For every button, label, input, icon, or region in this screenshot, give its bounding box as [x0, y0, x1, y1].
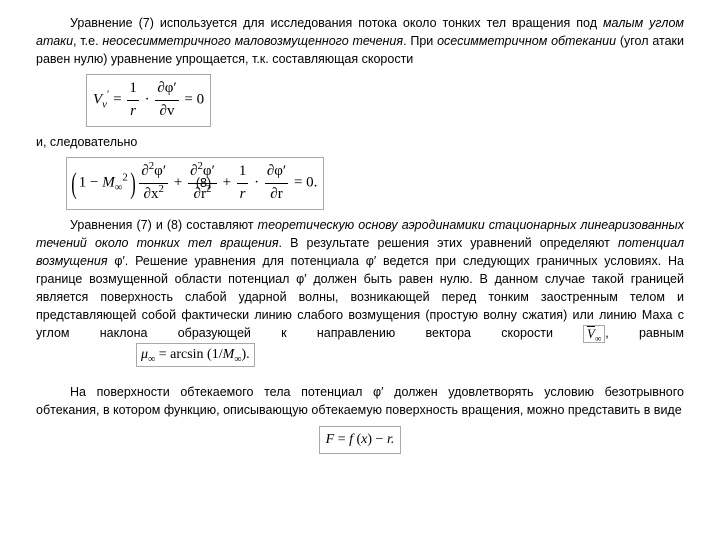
eq2-open: (	[71, 162, 77, 206]
eq3-box: μ∞ = arcsin (1/M∞).	[136, 343, 255, 367]
eq2-close: )	[130, 162, 136, 206]
p2-text: и, следовательно	[36, 135, 137, 149]
eq1-V: V	[93, 92, 102, 108]
paragraph-3: Уравнения (7) и (8) составляют теоретиче…	[36, 216, 684, 368]
p3-tail: , равным	[605, 326, 684, 340]
p1-it3: осесимметричном обтекании	[437, 34, 616, 48]
eq4-close: )	[367, 432, 372, 447]
paragraph-2: и, следовательно	[36, 133, 684, 151]
equation-4: F = f (x) − r.	[36, 426, 684, 454]
eq2-frac1: ∂2φ′ ∂x2	[139, 161, 168, 206]
eq3-M: M	[223, 347, 235, 362]
eq2-label: (8)	[196, 174, 211, 192]
equation-2: ( 1 − M∞2 ) ∂2φ′ ∂x2 + ∂2φ′ ∂r2 + 1 r · …	[66, 157, 684, 210]
eq1-box: Vv′ = 1 r · ∂φ′ ∂v = 0	[86, 74, 211, 127]
eq1-frac1: 1 r	[127, 78, 139, 123]
eq4-r: r.	[387, 432, 394, 447]
eq4-F: F	[326, 432, 335, 447]
eq1-zero: = 0	[184, 92, 204, 108]
eq2-plus2: +	[223, 174, 231, 190]
eq2-frac1-num: ∂2φ′	[139, 161, 168, 183]
equation-1: Vv′ = 1 r · ∂φ′ ∂v = 0	[86, 74, 684, 127]
p3-mid1: . В результате решения этих уравнений оп…	[279, 236, 618, 250]
eq4-eq: =	[338, 432, 346, 447]
eq2-dot: ·	[254, 174, 259, 190]
eq2-M: M	[102, 174, 115, 190]
eq2-Msq: 2	[122, 172, 127, 184]
eq1-num2: ∂φ′	[155, 78, 178, 100]
eq2-plus1: +	[174, 174, 182, 190]
eq3-mu: μ	[141, 347, 148, 362]
paragraph-1: Уравнение (7) используется для исследова…	[36, 14, 684, 68]
p3-Vbox: V∞	[583, 325, 605, 343]
eq2-frac1-den: ∂x2	[139, 183, 168, 206]
p4-lead: На поверхности обтекаемого тела потенциа…	[36, 385, 684, 417]
eq3-close: ).	[241, 347, 249, 362]
paragraph-4: На поверхности обтекаемого тела потенциа…	[36, 383, 684, 419]
eq2-minus: −	[90, 174, 98, 190]
p1-it2: неосесимметричного маловозмущенного тече…	[102, 34, 403, 48]
eq4-box: F = f (x) − r.	[319, 426, 402, 454]
eq1-dot: ·	[145, 92, 150, 108]
eq2-frac4-num: ∂φ′	[265, 161, 288, 183]
eq2-frac3-num: 1	[237, 161, 249, 183]
eq2-frac4: ∂φ′ ∂r	[265, 161, 288, 206]
eq3-eq: = arcsin	[159, 347, 204, 362]
eq1-frac2: ∂φ′ ∂v	[155, 78, 178, 123]
eq3-one: 1	[212, 347, 219, 362]
eq3-inf: ∞	[148, 354, 155, 365]
eq2-frac4-den: ∂r	[265, 183, 288, 206]
eq2-one: 1	[79, 174, 87, 190]
p1-mid1: , т.е.	[73, 34, 102, 48]
eq1-prime: ′	[107, 89, 109, 101]
p1-mid2: . При	[403, 34, 437, 48]
p1-lead: Уравнение (7) используется для исследова…	[70, 16, 603, 30]
eq4-minus: −	[376, 432, 384, 447]
eq4-f: f	[349, 432, 353, 447]
eq1-den1: r	[127, 100, 139, 123]
eq2-frac3-den: r	[237, 183, 249, 206]
eq1-eq: =	[113, 92, 121, 108]
eq1-num1: 1	[127, 78, 139, 100]
eq2-zero: = 0.	[294, 174, 317, 190]
eq2-frac3: 1 r	[237, 161, 249, 206]
eq1-den2: ∂v	[155, 100, 178, 123]
p3-phi: φ′	[108, 254, 125, 268]
p3-lead: Уравнения (7) и (8) составляют	[70, 218, 258, 232]
